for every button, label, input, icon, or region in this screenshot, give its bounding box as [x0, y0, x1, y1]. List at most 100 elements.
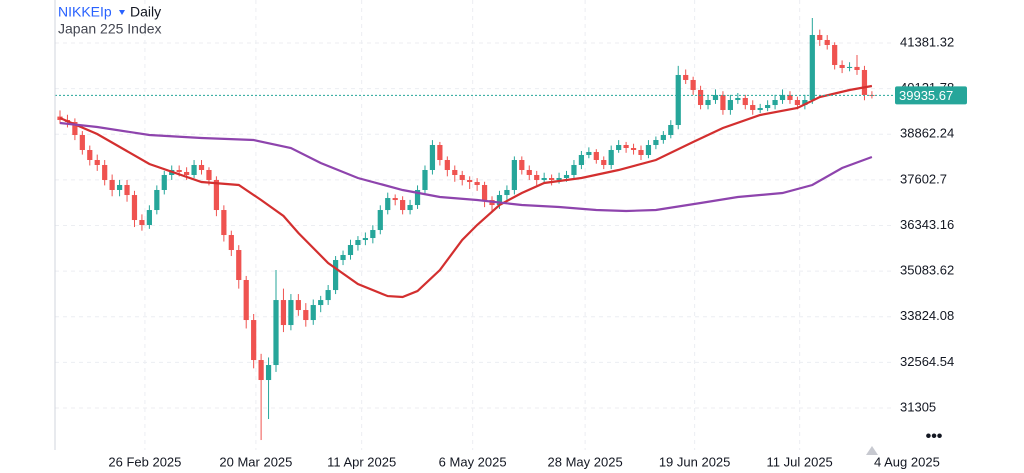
candle-body	[295, 300, 301, 311]
candle-body	[191, 164, 197, 175]
candle-body	[377, 210, 383, 231]
candle-body	[72, 121, 78, 136]
candle-body	[593, 151, 599, 160]
candle-body	[757, 108, 763, 111]
candle-body	[280, 300, 287, 326]
last-price-label: 39935.67	[899, 88, 953, 103]
candle-body	[414, 189, 421, 206]
candle-body	[519, 159, 525, 170]
candle-body	[549, 178, 555, 180]
candle-body	[630, 148, 637, 150]
candle-body	[236, 250, 242, 281]
candle-body	[221, 210, 227, 236]
y-tick-label: 41381.32	[900, 34, 954, 49]
candle-body	[318, 300, 324, 306]
candle-body	[496, 195, 503, 206]
candle-body	[347, 245, 354, 256]
moving-average-line	[59, 121, 873, 213]
candle-body	[362, 238, 368, 241]
x-tick-label: 11 Jul 2025	[767, 454, 833, 469]
candle-body	[422, 169, 428, 190]
candle-body	[720, 94, 726, 111]
candle-body	[198, 164, 205, 170]
subtitle: Japan 225 Index	[58, 21, 162, 37]
candle-body	[727, 100, 733, 111]
candle-body	[787, 94, 793, 101]
candle-body	[79, 135, 85, 150]
candle-body	[623, 145, 629, 149]
candle-body	[385, 198, 391, 211]
y-tick-label: 32564.54	[900, 354, 954, 369]
x-tick-label: 28 May 2025	[548, 454, 623, 469]
y-tick-label: 33824.08	[900, 308, 954, 323]
candle-body	[541, 178, 547, 180]
moving-average-line	[59, 84, 873, 299]
candle-body	[504, 189, 510, 196]
candle-body	[444, 159, 450, 170]
candle-body	[332, 260, 339, 291]
candle-body	[340, 255, 346, 261]
candle-body	[608, 150, 614, 165]
candle-body	[116, 184, 123, 190]
y-tick-label: 31305	[900, 399, 936, 414]
candle-body	[683, 74, 689, 80]
candle-body	[675, 74, 681, 126]
candle-body	[556, 178, 562, 180]
candle-body	[668, 125, 674, 136]
y-tick-label: 35083.62	[900, 263, 954, 278]
y-tick-label: 36343.16	[900, 217, 954, 232]
candle-body	[653, 140, 659, 146]
more-button[interactable]: •••	[926, 428, 943, 445]
candle-body	[146, 210, 152, 226]
candle-body	[467, 179, 473, 183]
y-tick-label: 37602.7	[900, 171, 947, 186]
candle-body	[325, 290, 331, 301]
candle-body	[87, 150, 93, 160]
candle-body	[802, 100, 808, 106]
x-tick-label: 19 Jun 2025	[659, 454, 731, 469]
candle-body	[660, 135, 666, 141]
candle-body	[355, 240, 361, 246]
candle-body	[526, 169, 532, 175]
candle-body	[429, 145, 436, 170]
x-tick-label: 26 Feb 2025	[108, 454, 181, 469]
candle-body	[303, 310, 309, 321]
candle-body	[511, 159, 517, 190]
candle-body	[452, 169, 458, 175]
interval[interactable]: Daily	[130, 4, 161, 20]
candle-body	[601, 159, 607, 165]
candle-body	[779, 94, 786, 101]
candle-body	[765, 105, 771, 109]
candle-body	[638, 150, 644, 155]
candle-body	[690, 79, 696, 90]
candle-body	[735, 97, 741, 101]
candle-body	[251, 320, 257, 361]
candle-body	[154, 189, 160, 211]
candle-body	[861, 69, 868, 95]
candle-body	[243, 280, 249, 321]
candle-body	[131, 195, 138, 221]
candle-body	[258, 360, 264, 381]
candle-body	[265, 365, 272, 381]
candle-body	[109, 179, 115, 190]
candle-body	[392, 198, 398, 201]
candle-body	[846, 66, 853, 68]
candle-body	[616, 145, 622, 150]
candle-body	[824, 39, 830, 45]
candle-body	[228, 235, 234, 251]
candle-body	[794, 100, 801, 106]
candle-body	[124, 184, 130, 196]
candle-body	[184, 171, 190, 175]
candle-body	[742, 97, 748, 106]
candle-body	[705, 100, 711, 106]
x-tick-label: 20 Mar 2025	[219, 454, 292, 469]
candle-body	[586, 151, 592, 155]
dropdown-icon[interactable]	[119, 10, 125, 15]
symbol[interactable]: NIKKEIp	[58, 4, 112, 20]
candle-body	[809, 34, 815, 101]
candle-body	[176, 169, 182, 172]
candle-body	[206, 169, 212, 180]
candle-body	[750, 105, 756, 111]
candle-body	[832, 44, 838, 65]
